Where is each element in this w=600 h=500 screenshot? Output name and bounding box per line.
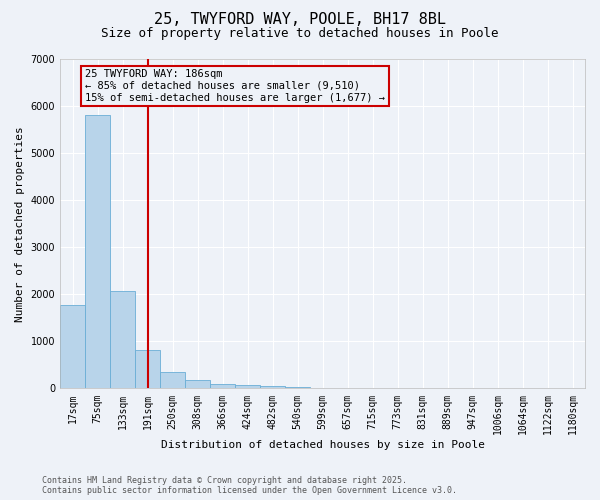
Bar bbox=[235, 385, 260, 388]
Bar bbox=[260, 386, 285, 388]
X-axis label: Distribution of detached houses by size in Poole: Distribution of detached houses by size … bbox=[161, 440, 485, 450]
Text: 25, TWYFORD WAY, POOLE, BH17 8BL: 25, TWYFORD WAY, POOLE, BH17 8BL bbox=[154, 12, 446, 28]
Text: Size of property relative to detached houses in Poole: Size of property relative to detached ho… bbox=[101, 28, 499, 40]
Y-axis label: Number of detached properties: Number of detached properties bbox=[15, 126, 25, 322]
Bar bbox=[210, 384, 235, 388]
Bar bbox=[285, 386, 310, 388]
Bar bbox=[110, 290, 135, 388]
Bar bbox=[60, 304, 85, 388]
Bar bbox=[160, 372, 185, 388]
Bar bbox=[85, 116, 110, 388]
Bar bbox=[135, 350, 160, 389]
Bar bbox=[185, 380, 210, 388]
Text: Contains HM Land Registry data © Crown copyright and database right 2025.
Contai: Contains HM Land Registry data © Crown c… bbox=[42, 476, 457, 495]
Text: 25 TWYFORD WAY: 186sqm
← 85% of detached houses are smaller (9,510)
15% of semi-: 25 TWYFORD WAY: 186sqm ← 85% of detached… bbox=[85, 70, 385, 102]
